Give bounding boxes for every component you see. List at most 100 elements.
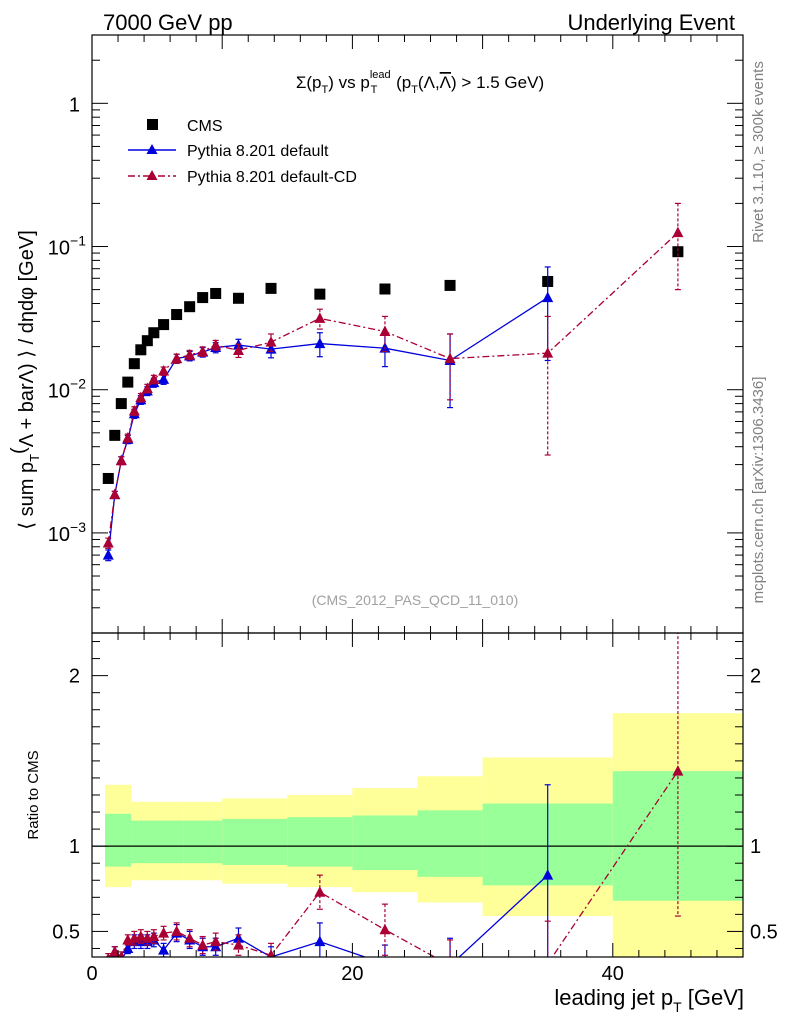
cd-point-6 — [141, 382, 153, 393]
default-point-8 — [158, 373, 170, 384]
cd-point-4 — [128, 405, 140, 416]
cms-point-14 — [265, 282, 277, 294]
cd-point-13 — [232, 344, 244, 355]
legend-default-label: Pythia 8.201 default — [187, 143, 329, 160]
ratio-cd-point-7 — [148, 930, 160, 942]
upper-ytick-base-3: 1 — [69, 94, 80, 116]
cms-point-17 — [444, 279, 456, 291]
lower-ytick-label-right-0: 0.5 — [750, 921, 778, 943]
axes — [91, 34, 744, 958]
lower-ytick-label-left-1: 1 — [69, 836, 80, 858]
band-inner-0 — [105, 813, 132, 867]
band-inner-3 — [222, 818, 288, 865]
lower-panel-series — [103, 633, 684, 972]
ratio-cd-point-18 — [542, 958, 553, 969]
ratio-cd-point-11 — [197, 939, 209, 950]
cd-point-8 — [158, 365, 170, 376]
cd-point-17 — [444, 352, 456, 364]
cd-point-12 — [210, 339, 222, 350]
cd-point-0 — [102, 537, 114, 548]
lower-y-axis-label: Ratio to CMS — [25, 750, 42, 839]
xtick-label-0: 0 — [86, 963, 97, 985]
cms-point-16 — [379, 283, 391, 295]
cd-line — [107, 232, 679, 544]
band-inner-1 — [131, 820, 184, 864]
cd-point-7 — [148, 373, 160, 384]
cms-point-12 — [210, 287, 222, 299]
band-inner-5 — [352, 815, 418, 871]
default-point-18 — [542, 291, 554, 303]
cms-point-0 — [102, 472, 114, 484]
upper-ytick-exp-0: −3 — [70, 519, 86, 535]
ratio-cd-point-19 — [672, 765, 684, 776]
cms-point-5 — [135, 344, 147, 356]
ratio-cd-point-16 — [379, 923, 391, 935]
mcplots-credit: mcplots.cern.ch [arXiv:1306.3436] — [750, 377, 767, 604]
cms-point-1 — [109, 429, 121, 441]
ratio-cd-point-14 — [266, 949, 276, 957]
lower-ytick-label-right-1: 1 — [750, 836, 761, 858]
header-right: Underlying Event — [567, 10, 735, 35]
header-left: 7000 GeV pp — [103, 10, 233, 35]
cms-point-10 — [184, 301, 196, 313]
upper-y-axis-label: ⟨ sum pT(Λ + barΛ) ⟩ / dηdφ [GeV] — [8, 230, 42, 529]
analysis-watermark: (CMS_2012_PAS_QCD_11_010) — [312, 592, 519, 608]
band-inner-6 — [417, 810, 483, 877]
legend-cms-label: CMS — [187, 118, 223, 135]
cms-point-2 — [115, 398, 127, 410]
ratio-cd-line — [109, 770, 679, 957]
x-axis-label: leading jet pT [GeV] — [554, 985, 744, 1015]
cd-point-2 — [115, 454, 127, 466]
ratio-default-point-8 — [158, 944, 170, 955]
ratio-default-point-0 — [103, 961, 114, 972]
cms-point-6 — [141, 335, 153, 347]
cd-point-10 — [184, 348, 196, 360]
ratio-cd-point-9 — [171, 925, 183, 936]
cd-point-5 — [135, 391, 147, 403]
ratio-cd-point-13 — [232, 939, 244, 950]
ratio-cd-point-2 — [118, 951, 125, 957]
cd-point-9 — [171, 352, 183, 364]
legend: CMS Pythia 8.201 default Pythia 8.201 de… — [128, 118, 357, 186]
cms-point-13 — [232, 292, 244, 304]
ratio-default-point-15 — [314, 935, 326, 947]
upper-ytick-label-2: 10−1 — [48, 233, 86, 260]
cms-point-11 — [197, 292, 209, 304]
ratio-cd-point-15 — [314, 886, 326, 897]
cms-point-4 — [128, 358, 140, 370]
rivet-version-note: Rivet 3.1.10, ≥ 300k events — [750, 61, 767, 243]
ratio-cd-point-0 — [106, 952, 111, 957]
band-inner-4 — [287, 817, 353, 867]
default-line — [107, 297, 549, 556]
upper-ytick-base-1: 10 — [48, 381, 70, 403]
lower-ytick-label-left-2: 2 — [69, 666, 80, 688]
legend-cd-label: Pythia 8.201 default-CD — [187, 169, 357, 186]
series-layer — [102, 202, 684, 972]
cd-point-15 — [314, 312, 326, 323]
cms-point-8 — [158, 319, 170, 331]
ratio-cd-point-17 — [445, 960, 456, 971]
upper-ytick-label-3: 1 — [69, 94, 80, 116]
legend-default-marker — [146, 144, 158, 154]
ratio-default-point-3 — [122, 942, 134, 953]
xtick-label-1: 20 — [341, 963, 363, 985]
cd-point-1 — [109, 488, 121, 500]
cd-point-18 — [542, 347, 554, 358]
ratio-cd-point-10 — [184, 932, 196, 943]
cd-point-3 — [122, 432, 134, 443]
upper-panel-series — [102, 202, 684, 562]
upper-ytick-base-2: 10 — [48, 238, 70, 260]
legend-cms-marker — [147, 119, 158, 130]
cms-point-15 — [314, 288, 326, 300]
upper-ytick-base-0: 10 — [48, 524, 70, 546]
ratio-default-point-18 — [542, 869, 554, 880]
upper-ytick-label-1: 10−2 — [48, 376, 86, 403]
ratio-cd-point-1 — [109, 945, 121, 957]
ratio-cd-point-8 — [158, 927, 170, 938]
ratio-uncertainty-bands — [105, 713, 743, 957]
band-inner-2 — [183, 820, 223, 864]
cms-point-3 — [122, 376, 134, 388]
cd-point-19 — [672, 226, 684, 238]
cd-point-14 — [265, 336, 277, 347]
